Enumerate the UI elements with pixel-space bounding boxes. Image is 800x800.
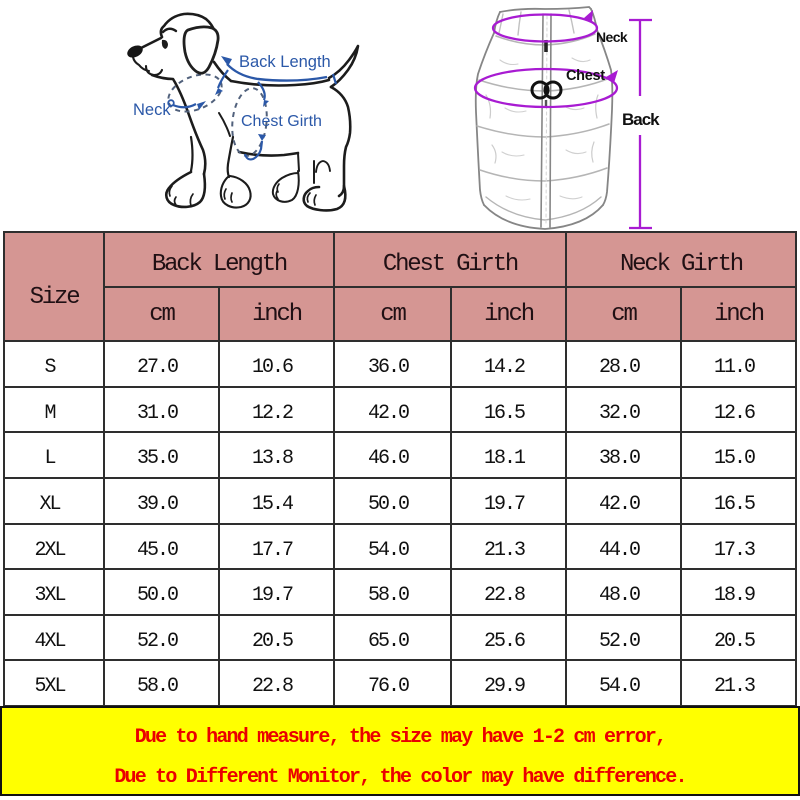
- svg-text:Chest: Chest: [566, 68, 605, 84]
- svg-text:Neck: Neck: [133, 101, 171, 119]
- svg-text:Neck: Neck: [596, 29, 628, 45]
- svg-text:Back Length: Back Length: [239, 53, 331, 71]
- svg-text:Chest Girth: Chest Girth: [241, 113, 322, 130]
- svg-text:Back: Back: [622, 110, 660, 129]
